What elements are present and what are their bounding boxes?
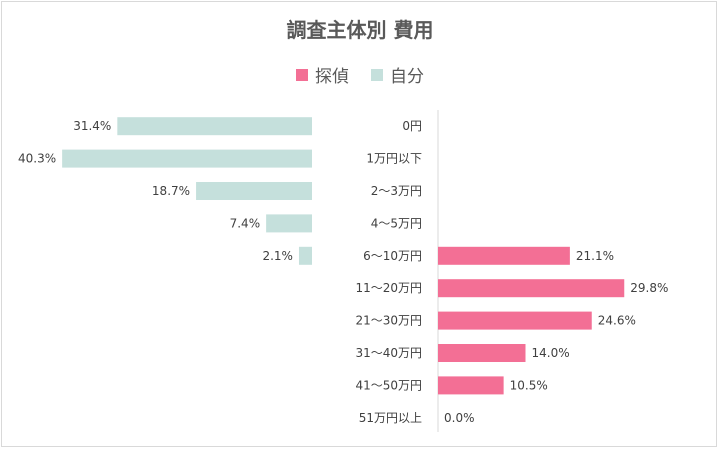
bar-tantei (438, 311, 592, 330)
data-label-jibun: 7.4% (230, 216, 261, 230)
data-label-tantei: 14.0% (532, 346, 570, 360)
bar-tantei (438, 344, 526, 362)
category-label: 6〜10万円 (363, 249, 422, 263)
category-label: 31〜40万円 (355, 346, 422, 360)
legend-label-tantei: 探偵 (315, 67, 349, 87)
bar-jibun (266, 214, 312, 233)
data-label-jibun: 40.3% (18, 152, 56, 166)
data-label-jibun: 2.1% (262, 249, 293, 263)
legend-item-tantei: 探偵 (296, 62, 349, 87)
category-label: 11〜20万円 (355, 281, 422, 295)
legend-label-jibun: 自分 (390, 67, 424, 87)
category-label: 2〜3万円 (371, 184, 422, 198)
bar-jibun (298, 246, 312, 265)
data-label-tantei: 10.5% (510, 378, 548, 392)
data-label-tantei: 21.1% (576, 249, 614, 263)
category-label: 51万円以上 (359, 411, 422, 425)
category-label: 21〜30万円 (355, 314, 422, 328)
bar-jibun (62, 149, 312, 168)
bar-jibun (196, 182, 312, 200)
bar-tantei (438, 246, 570, 265)
data-label-tantei: 29.8% (630, 281, 668, 295)
chart-legend: 探偵 自分 (0, 62, 720, 87)
category-label: 4〜5万円 (371, 216, 422, 230)
data-label-jibun: 18.7% (152, 184, 190, 198)
category-label: 1万円以下 (366, 152, 422, 166)
bar-jibun (117, 117, 312, 136)
legend-swatch-jibun (371, 68, 383, 81)
category-label: 41〜50万円 (355, 378, 422, 392)
bar-tantei (438, 279, 625, 298)
data-label-tantei: 24.6% (598, 314, 636, 328)
data-label-tantei: 0.0% (444, 411, 475, 425)
chart-title: 調査主体別 費用 (286, 18, 434, 42)
legend-item-jibun: 自分 (371, 62, 424, 87)
data-label-jibun: 31.4% (73, 119, 111, 133)
category-label: 0円 (402, 119, 422, 133)
legend-swatch-tantei (296, 68, 308, 81)
bar-tantei (438, 376, 504, 395)
